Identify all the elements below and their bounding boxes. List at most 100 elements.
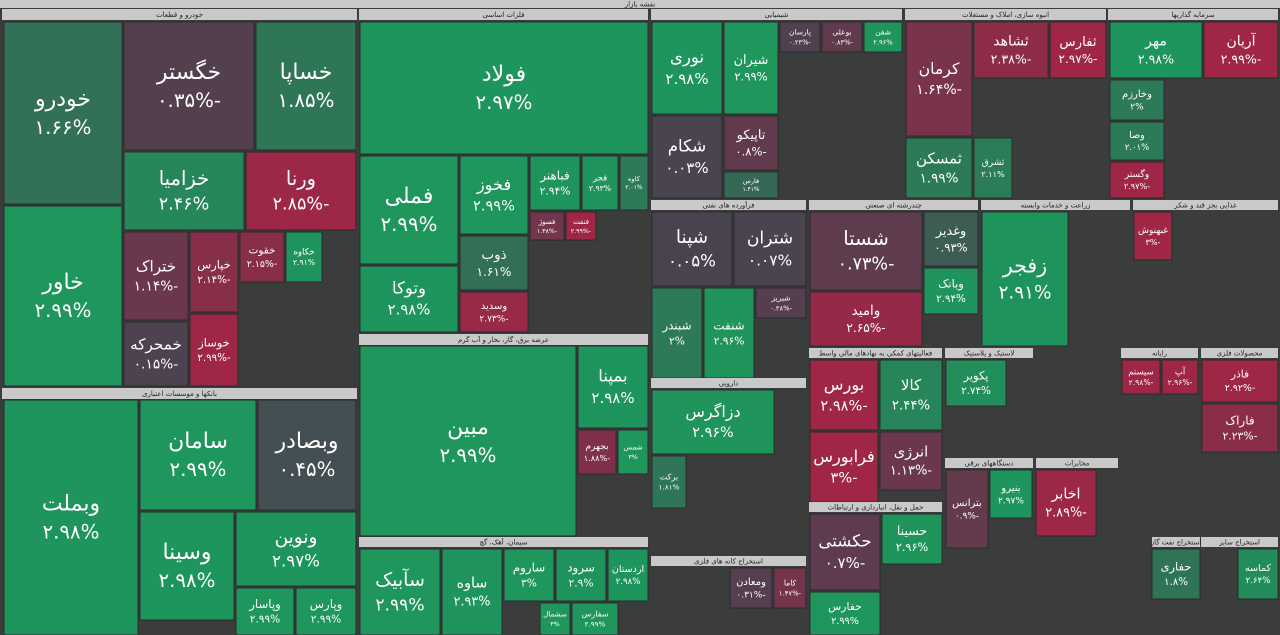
stock-tile xyxy=(123,21,255,151)
stock-change: -۳% xyxy=(1145,237,1160,247)
stock-name: آریان xyxy=(1226,33,1256,50)
stock-tile xyxy=(881,513,943,565)
sector-header xyxy=(359,9,648,20)
stock-name: سرود xyxy=(567,560,595,575)
stock-name: وبصادر xyxy=(275,429,339,454)
stock-change: ۲.۹۸% xyxy=(665,70,708,88)
stock-name: ثمسکن xyxy=(916,150,962,168)
stock-name: فولاد xyxy=(482,62,526,87)
stock-change: ۰.۹۳% xyxy=(934,241,967,255)
stock-name: بجهرم xyxy=(585,442,608,452)
stock-tile xyxy=(729,567,773,609)
stock-change: ۲.۷۴% xyxy=(961,385,991,397)
stock-change: ۲% xyxy=(669,334,685,347)
stock-change: ۲.۰۱% xyxy=(1125,143,1150,153)
stock-tile xyxy=(809,513,881,591)
sector-name: حمل و نقل، انبارداری و ارتباطات xyxy=(828,504,924,512)
map-title: نقشه بازار xyxy=(624,1,656,9)
stock-name: آپ xyxy=(1175,365,1186,377)
stock-change: ۳% xyxy=(521,576,537,589)
sector-header xyxy=(1201,537,1278,547)
sector-header xyxy=(651,200,806,210)
stock-tile xyxy=(565,211,597,241)
stock-change: ۲.۹۸% xyxy=(388,301,431,319)
stock-tile xyxy=(809,359,879,431)
stock-tile xyxy=(459,155,529,235)
stock-tile xyxy=(619,155,649,211)
stock-tile xyxy=(809,291,923,347)
stock-name: فملی xyxy=(385,184,434,209)
stock-name: ذوب xyxy=(481,247,506,263)
stock-tile xyxy=(1109,21,1203,79)
stock-tile xyxy=(359,345,577,537)
stock-change: ۲.۹۹% xyxy=(440,444,497,467)
stock-change: ۱.۴۱% xyxy=(743,187,760,193)
stock-name: ورنا xyxy=(286,167,316,190)
stock-change: ۲.۴۶% xyxy=(159,195,209,215)
sector-header xyxy=(809,502,942,512)
stock-tile xyxy=(359,265,459,333)
stock-name: خودرو xyxy=(34,87,91,112)
stock-tile xyxy=(3,399,139,635)
stock-tile xyxy=(651,287,703,379)
sector-name: استخراج نفت گاز xyxy=(1150,538,1201,547)
stock-tile xyxy=(359,21,649,155)
stock-tile xyxy=(123,151,245,231)
sector-header xyxy=(359,537,648,547)
stock-name: وپاسار xyxy=(248,597,281,612)
stock-change: ۱.۸% xyxy=(1164,576,1188,588)
sector-name: خودرو و قطعات xyxy=(156,11,203,19)
stock-tile xyxy=(359,155,459,265)
stock-change: -۱.۴۷% xyxy=(779,589,802,597)
stock-name: شستا xyxy=(843,227,889,250)
stock-name: ثشرق xyxy=(982,158,1005,168)
sector-name: فعالیتهای کمکی به نهادهای مالی واسط xyxy=(819,350,932,358)
sector-header xyxy=(1133,200,1278,210)
stock-change: ۲.۹۹% xyxy=(381,213,438,236)
stock-change: ۲.۴۴% xyxy=(892,398,930,413)
stock-tile xyxy=(973,137,1013,199)
stock-name: حفارس xyxy=(828,600,862,613)
stock-change: -۳% xyxy=(831,469,858,486)
stock-name: بوعلی xyxy=(832,28,851,37)
stock-name: وپارس xyxy=(310,597,343,612)
stock-tile xyxy=(235,511,357,587)
stock-name: زفجر xyxy=(1002,254,1047,278)
stock-name: فاذر xyxy=(1230,369,1249,381)
sector-header xyxy=(1121,348,1198,358)
stock-change: ۰.۰۷% xyxy=(748,252,792,270)
stock-change: ۲.۹۸% xyxy=(591,389,634,407)
stock-tile xyxy=(359,548,441,635)
stock-name: ختراک xyxy=(136,257,176,275)
stock-tile xyxy=(1109,121,1165,161)
sector-name: دارویی xyxy=(719,380,739,388)
sector-name: استخراج سایر xyxy=(1218,539,1260,547)
stock-change: -۲.۸۹% xyxy=(1045,506,1087,521)
stock-tile xyxy=(1049,21,1107,79)
stock-name: فاراک xyxy=(1225,413,1254,428)
stock-change: -۲.۹۷% xyxy=(1124,181,1150,191)
sector-header xyxy=(809,348,942,358)
stock-change: -۲.۹۹% xyxy=(197,352,231,364)
stock-tile xyxy=(923,211,979,267)
stock-tile xyxy=(139,399,257,511)
stock-change: ۲.۹۷% xyxy=(272,551,320,570)
stock-change: ۱.۹۹% xyxy=(920,171,959,187)
stock-tile xyxy=(863,21,903,53)
stock-tile xyxy=(255,21,357,151)
stock-name: مهر xyxy=(1144,34,1167,50)
stock-tile xyxy=(809,211,923,291)
stock-change: ۲.۹۶% xyxy=(714,334,745,347)
stock-tile xyxy=(539,602,571,635)
stock-tile xyxy=(503,548,555,602)
sector-header xyxy=(651,556,806,566)
stock-name: ونوین xyxy=(275,527,318,548)
stock-change: ۳% xyxy=(550,620,560,628)
stock-change: ۲.۹۶% xyxy=(692,425,733,441)
stock-tile xyxy=(755,287,807,319)
stock-change: ۲.۹۹% xyxy=(734,70,767,84)
stock-tile xyxy=(973,21,1049,79)
stock-tile xyxy=(945,469,989,549)
stock-tile xyxy=(617,429,649,475)
